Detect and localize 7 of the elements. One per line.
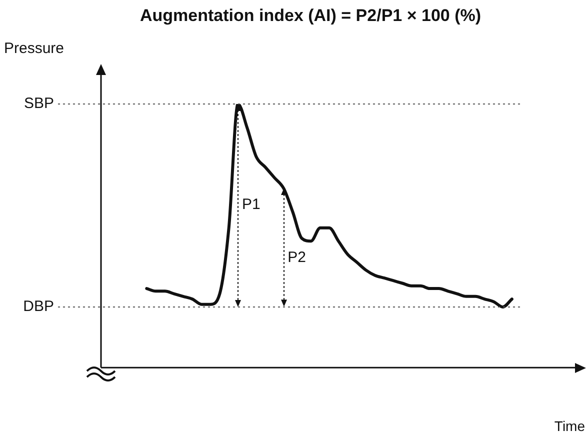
annotation: P2 bbox=[288, 248, 306, 266]
annotation: P1 bbox=[242, 196, 260, 214]
chart-title: Augmentation index (AI) = P2/P1 × 100 (%) bbox=[140, 6, 482, 26]
ref-line-label: DBP bbox=[23, 298, 54, 316]
x-axis-title: Time bbox=[554, 418, 585, 434]
y-axis-title: Pressure bbox=[4, 40, 64, 57]
ref-line-label: SBP bbox=[24, 95, 54, 112]
